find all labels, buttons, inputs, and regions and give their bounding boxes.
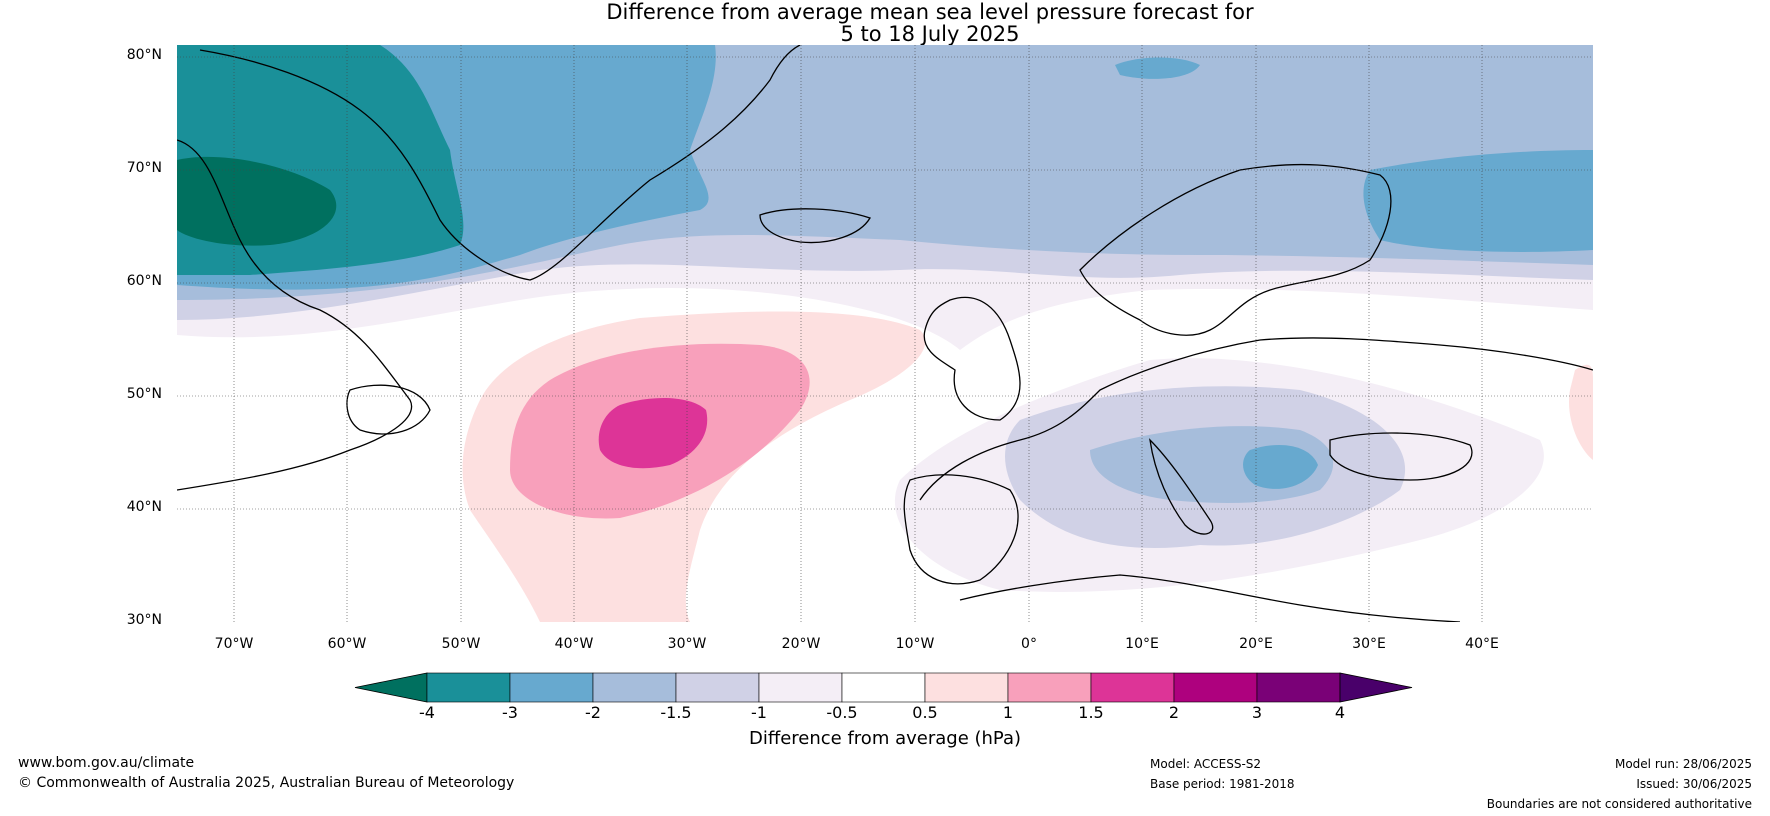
colorbar-swatch [509,672,594,703]
footer-url: www.bom.gov.au/climate [18,755,195,771]
colorbar-swatch [426,672,511,703]
map-title-line1: Difference from average mean sea level p… [606,0,1254,24]
british-isles-outline [923,296,1021,421]
colorbar-tick-label: 4 [1334,703,1346,722]
colorbar [354,672,1413,703]
colorbar-swatch [1007,672,1092,703]
map-title-line2: 5 to 18 July 2025 [840,22,1020,46]
lat-label-40n: 40°N [126,499,162,515]
lon-label-0: 0° [1021,636,1037,652]
anomaly-plus-0.5-east [1569,364,1593,460]
colorbar-tick-label: 2 [1168,703,1180,722]
colorbar-swatch [758,672,843,703]
greenland-outline [199,45,801,281]
colorbar-tick-label: -0.5 [826,703,858,722]
black-sea-outline [1329,432,1473,481]
colorbar-tick-label: 3 [1251,703,1263,722]
footer-issued: Issued: 30/06/2025 [1636,777,1752,791]
footer-copyright: © Commonwealth of Australia 2025, Austra… [18,775,515,791]
lat-label-50n: 50°N [126,386,162,402]
lon-label-40e: 40°E [1465,636,1499,652]
lon-label-60w: 60°W [327,636,367,652]
lon-label-30w: 30°W [667,636,707,652]
lon-label-50w: 50°W [441,636,481,652]
scandinavia-outline [1079,163,1392,336]
lat-label-80n: 80°N [126,47,162,63]
anomaly-minus-2-east [1363,150,1593,252]
africa-coast-outline [959,574,1461,622]
colorbar-extend-high [1339,672,1413,703]
labrador-outline [177,139,413,491]
lat-label-60n: 60°N [126,273,162,289]
colorbar-tick-label: -1 [751,703,767,722]
colorbar-tick-label: -1.5 [660,703,692,722]
colorbar-tick-label: -2 [585,703,601,722]
lon-label-20w: 20°W [781,636,821,652]
newfoundland-outline [346,384,431,435]
colorbar-swatch [1173,672,1258,703]
colorbar-swatch [1256,672,1341,703]
colorbar-swatch [1090,672,1175,703]
lat-label-30n: 30°N [126,612,162,628]
colorbar-tick-label: 0.5 [912,703,938,722]
lon-label-20e: 20°E [1239,636,1273,652]
italy-outline [1149,438,1214,535]
colorbar-swatch [841,672,926,703]
lon-label-10e: 10°E [1125,636,1159,652]
anomaly-plus-1.5 [598,398,708,469]
colorbar-label: Difference from average (hPa) [748,728,1022,749]
colorbar-tick-label: 1.5 [1078,703,1104,722]
colorbar-swatch [924,672,1009,703]
graticule [177,45,1593,622]
lon-label-40w: 40°W [554,636,594,652]
lon-label-30e: 30°E [1352,636,1386,652]
anomaly-minus-2-svalbard [1115,57,1200,79]
anomaly-minus-4 [177,156,337,246]
anomaly-europe-minus-3 [1243,445,1318,489]
lon-label-70w: 70°W [214,636,254,652]
europe-coast-outline [919,337,1593,501]
lat-label-70n: 70°N [126,160,162,176]
colorbar-tick-label: 1 [1002,703,1014,722]
colorbar-extend-low [354,672,428,703]
colorbar-tick-label: -3 [502,703,518,722]
footer-model-run: Model run: 28/06/2025 [1614,757,1752,771]
colorbar-tick-label: -4 [419,703,435,722]
colorbar-swatch [592,672,677,703]
lon-label-10w: 10°W [895,636,935,652]
footer-base-period: Base period: 1981-2018 [1150,777,1295,791]
colorbar-swatch [675,672,760,703]
iberia-outline [903,474,1019,585]
iceland-outline [759,208,871,244]
footer-model: Model: ACCESS-S2 [1150,757,1262,771]
footer-disclaimer: Boundaries are not considered authoritat… [1486,797,1752,811]
